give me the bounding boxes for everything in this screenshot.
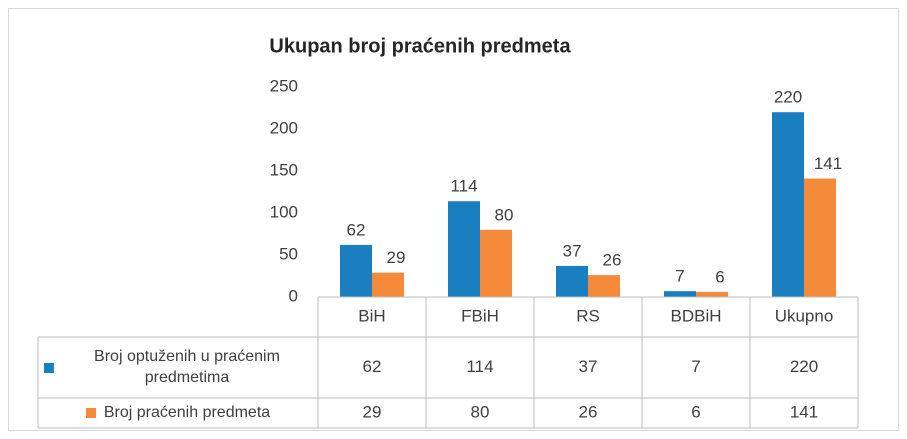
y-tick-label: 100 [270, 202, 298, 221]
table-cell: 220 [790, 357, 818, 376]
y-tick-label: 250 [270, 76, 298, 95]
data-label: 29 [387, 248, 406, 267]
legend-label: Broj praćenih predmeta [103, 403, 271, 421]
table-cell: 62 [363, 357, 382, 376]
x-tick-label: RS [576, 306, 600, 325]
table-cell: 141 [790, 402, 818, 421]
data-label: 6 [715, 267, 724, 286]
bar [664, 291, 696, 297]
data-label: 26 [603, 251, 622, 270]
legend-cell: Broj praćenih predmeta [44, 398, 312, 428]
y-tick-label: 150 [270, 160, 298, 179]
legend-swatch [85, 408, 96, 418]
data-label: 80 [495, 205, 514, 224]
legend-item: Broj optuženih u praćenim predmetima [44, 337, 312, 398]
table-cell: 26 [579, 402, 598, 421]
bar [480, 229, 512, 297]
bar [588, 275, 620, 297]
bar [448, 201, 480, 297]
legend-cell: Broj optuženih u praćenim predmetima [44, 337, 312, 398]
y-tick-label: 50 [279, 244, 298, 263]
x-tick-label: BiH [358, 306, 385, 325]
bar [772, 112, 804, 297]
x-tick-label: BDBiH [670, 306, 721, 325]
x-tick-label: Ukupno [775, 306, 834, 325]
legend-label: Broj optuženih u praćenim predmetima [94, 347, 280, 386]
table-cell: 7 [691, 357, 700, 376]
data-label: 7 [675, 267, 684, 286]
bar [372, 272, 404, 297]
table-cell: 114 [466, 357, 493, 376]
legend-swatch [44, 362, 54, 373]
table-cell: 6 [691, 402, 700, 421]
bar [696, 291, 728, 297]
table-cell: 29 [363, 402, 382, 421]
data-label: 220 [774, 88, 802, 107]
bar [556, 265, 588, 297]
y-tick-label: 200 [270, 118, 298, 137]
bar [804, 178, 836, 297]
x-tick-label: FBiH [461, 306, 499, 325]
bar [340, 244, 372, 297]
table-cell: 37 [579, 357, 598, 376]
legend-item: Broj praćenih predmeta [44, 398, 312, 428]
data-label: 141 [814, 154, 842, 173]
chart-title: Ukupan broj praćenih predmeta [269, 35, 571, 57]
y-tick-label: 0 [289, 286, 298, 305]
data-label: 37 [563, 241, 582, 260]
table-cell: 80 [471, 402, 490, 421]
data-label: 114 [450, 177, 477, 196]
data-label: 62 [347, 220, 366, 239]
